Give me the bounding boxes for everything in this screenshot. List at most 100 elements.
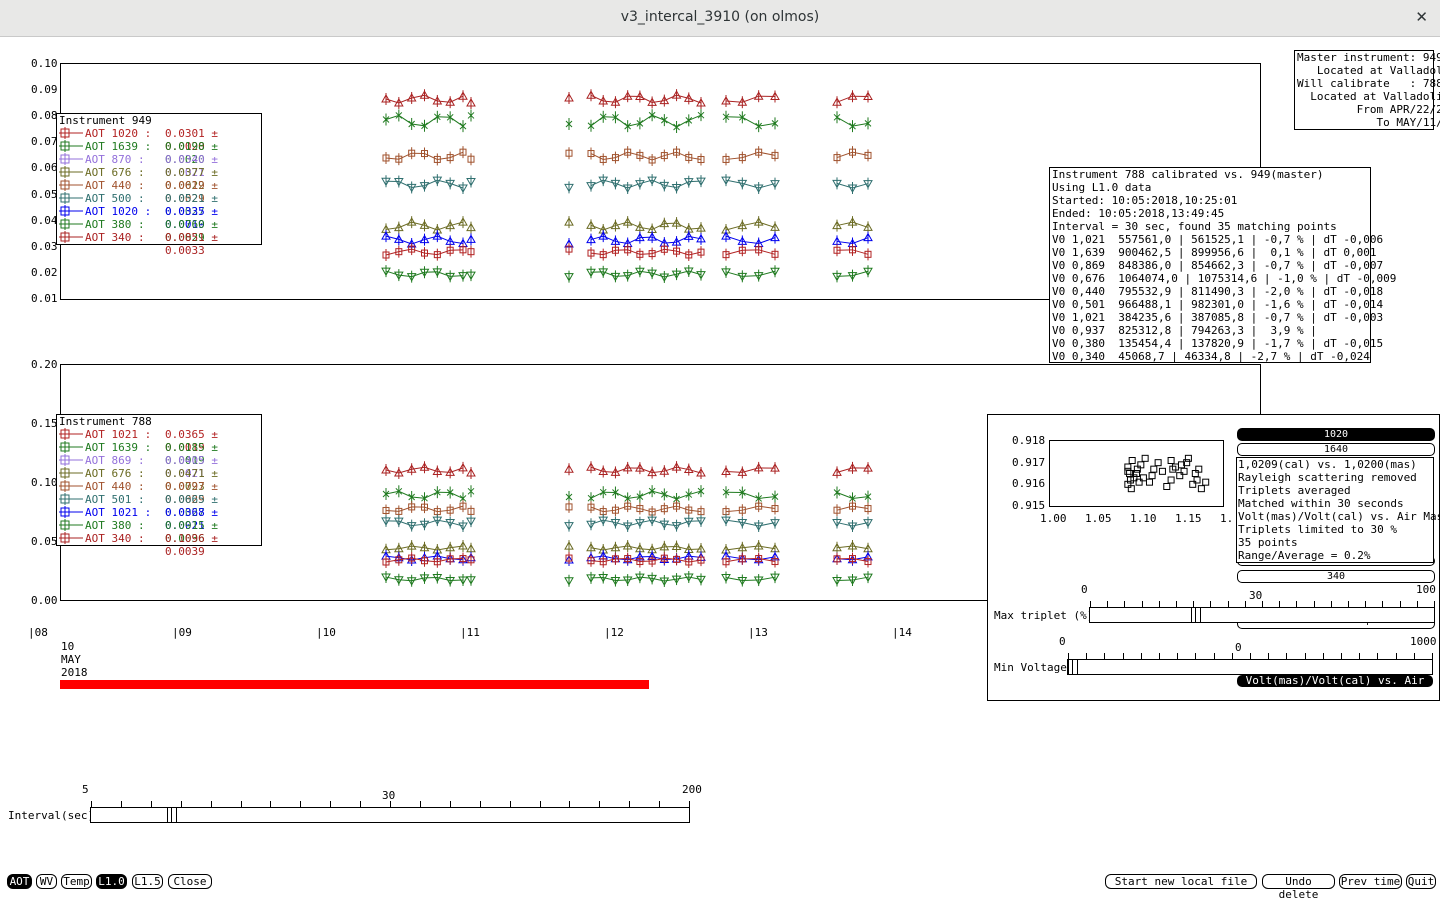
data-point (685, 555, 693, 568)
info-line: V0 0,440 795532,9 | 811490,3 | -2,0 % | … (1052, 285, 1384, 298)
legend-row: AOT 440 : 0.0619 ± 0.0029 (57, 179, 261, 205)
data-point (598, 465, 609, 478)
data-point (382, 248, 390, 261)
series-line (590, 545, 702, 551)
slider-tick (1141, 601, 1143, 607)
aot-button[interactable]: AOT (7, 874, 32, 889)
data-point (636, 502, 644, 515)
scatter-plot[interactable] (1049, 440, 1224, 507)
data-point (722, 110, 730, 123)
legend-marker-icon (59, 506, 83, 518)
legend-marker-icon (59, 454, 83, 466)
slider-tick (91, 801, 92, 807)
legend-value: 0.0471 ± 0.0023 (165, 467, 218, 493)
data-point (458, 181, 468, 194)
data-point (647, 96, 657, 109)
legend-value: 0.0377 ± 0.0022 (165, 166, 218, 192)
data-point (647, 267, 657, 280)
legend-row: AOT 1639 : 0.0185 ± 0.0019 (57, 441, 261, 467)
series-line (725, 95, 776, 103)
legend-label: AOT 500 : (85, 192, 145, 205)
data-point (737, 96, 748, 109)
data-point (564, 519, 574, 532)
data-point (671, 573, 682, 586)
scatter-y-tick: 0.915 (1012, 499, 1046, 513)
data-point (864, 248, 872, 261)
tab-1640[interactable]: 1640 (1237, 443, 1435, 456)
data-point (381, 514, 391, 527)
min-voltage-slider[interactable] (1067, 653, 1433, 675)
tab-1020[interactable]: 1020 (1237, 428, 1435, 441)
legend-row: AOT 869 : 0.0405 ± 0.0021 (57, 454, 261, 480)
data-point (659, 540, 670, 553)
data-point (587, 147, 595, 160)
l15-button[interactable]: L1.5 (132, 874, 163, 889)
legend-marker-icon (59, 166, 83, 178)
y-tick-label: 0.05 (31, 187, 58, 201)
slider-tick (180, 801, 182, 807)
data-point (864, 555, 872, 568)
quit-button[interactable]: Quit (1406, 874, 1436, 889)
data-point (564, 463, 574, 476)
prev-time-button[interactable]: Prev time (1339, 874, 1402, 889)
slider-tick (569, 801, 571, 807)
data-point (833, 486, 841, 499)
slider-tick (1413, 653, 1415, 659)
data-point (864, 502, 872, 515)
temp-button[interactable]: Temp (61, 874, 92, 889)
wv-button[interactable]: WV (36, 874, 57, 889)
slider-tick (1177, 653, 1179, 659)
data-point (685, 114, 693, 127)
l10-button[interactable]: L1.0 (96, 874, 127, 889)
max-triplet-slider[interactable] (1089, 601, 1435, 623)
data-point (685, 504, 693, 517)
data-point (648, 485, 656, 498)
legend-marker-icon (59, 480, 83, 492)
data-point (636, 490, 644, 503)
data-point (467, 153, 475, 166)
data-point (586, 571, 596, 584)
info-line: Using L1.0 data (1052, 181, 1152, 194)
slider-thumb[interactable] (166, 807, 177, 823)
series-line (590, 94, 702, 104)
start-new-local-file-button[interactable]: Start new local file (1105, 874, 1257, 889)
data-point (433, 153, 441, 166)
data-point (586, 219, 596, 232)
data-point (610, 219, 621, 232)
close-button[interactable]: Close (168, 874, 212, 889)
data-point (466, 233, 476, 246)
info-line: Matched within 30 seconds (1238, 497, 1404, 510)
y-tick-label: 0.09 (31, 83, 58, 97)
data-point (683, 265, 694, 278)
plot2-series (381, 461, 873, 587)
info-line: Ended: 10:05:2018,13:49:45 (1052, 207, 1225, 220)
slider-thumb[interactable] (1068, 659, 1078, 675)
data-point (406, 181, 417, 194)
data-point (419, 541, 430, 554)
undo-delete-button[interactable]: Undo delete (1262, 874, 1335, 901)
data-point (408, 243, 416, 256)
series-line (725, 519, 776, 527)
interval-slider[interactable] (90, 801, 690, 823)
data-point (673, 245, 681, 258)
slider-tick (1195, 653, 1197, 659)
legend-marker-icon (59, 493, 83, 505)
slider-thumb[interactable] (1190, 607, 1201, 623)
data-point (659, 217, 670, 230)
data-point (770, 231, 780, 244)
slider-tick (1107, 601, 1109, 607)
data-point (721, 465, 731, 478)
data-point (753, 540, 764, 553)
scatter-x-tick: 1.15 (1175, 512, 1202, 525)
tab-340[interactable]: 340 (1237, 570, 1435, 583)
legend-value: 0.0521 ± 0.0027 (165, 192, 218, 218)
plot-mode-label[interactable]: Volt(mas)/Volt(cal) vs. Air Mass (1237, 675, 1433, 699)
data-point (659, 574, 670, 587)
data-point (770, 90, 780, 103)
slider-tick (1359, 653, 1361, 659)
close-icon[interactable]: ✕ (1415, 8, 1428, 26)
selected-range-bar[interactable] (60, 680, 649, 689)
info-line: V0 1,021 557561,0 | 561525,1 | -0,7 % | … (1052, 233, 1384, 246)
scatter-point (1124, 467, 1132, 475)
data-point (419, 461, 430, 474)
